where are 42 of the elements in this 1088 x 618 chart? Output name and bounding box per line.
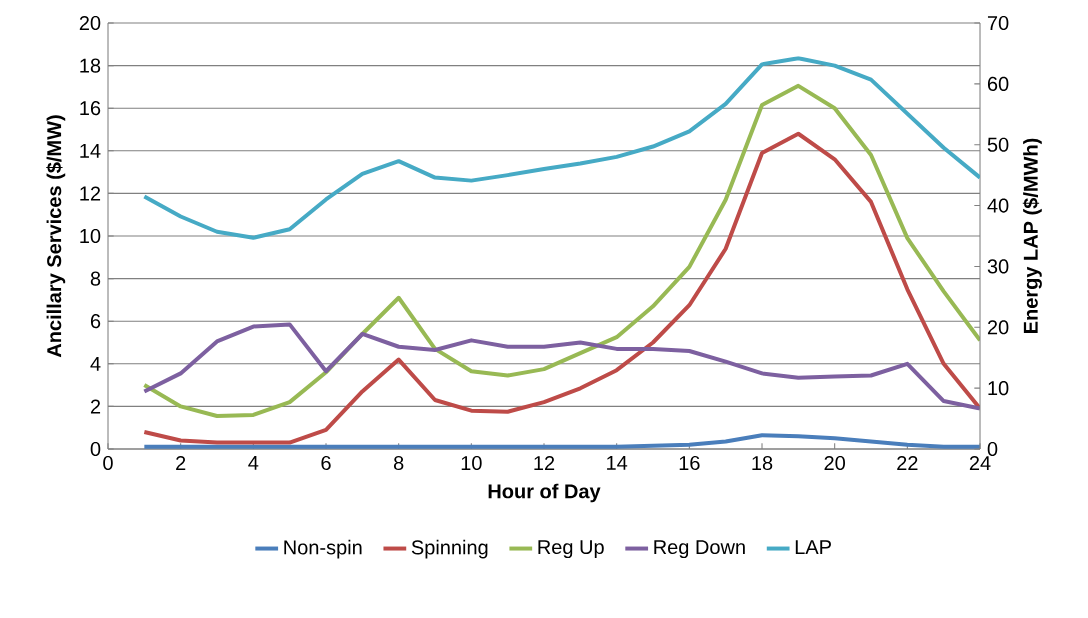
y-tick-label: 20 xyxy=(79,15,101,31)
y-tick-label: 18 xyxy=(80,58,101,73)
x-axis-title: Hour of Day xyxy=(488,483,601,503)
line-series xyxy=(142,322,981,411)
y-axis-title: Ancillary Services ($/MW) xyxy=(46,115,66,358)
y-tick-label: 8 xyxy=(90,271,101,286)
y2-tick-label: 50 xyxy=(987,137,1009,152)
y-tick-label: 12 xyxy=(80,186,101,201)
y-tick-label: 4 xyxy=(90,356,101,371)
x-tick-label: 0 xyxy=(103,455,113,471)
y-tick-label: 14 xyxy=(80,143,101,158)
y2-tick-label: 30 xyxy=(987,259,1009,274)
legend-label: Spinning xyxy=(411,539,488,559)
line-series xyxy=(142,83,981,418)
x-tick-label: 2 xyxy=(176,455,186,470)
x-tick-label: 4 xyxy=(248,455,259,470)
y-tick-label: 10 xyxy=(80,228,101,244)
y2-tick-label: 70 xyxy=(987,15,1009,31)
x-tick-label: 10 xyxy=(461,455,482,471)
y-tick-label: 6 xyxy=(90,314,101,329)
y2-axis-title: Energy LAP ($/MWh) xyxy=(1022,138,1042,333)
x-tick-label: 6 xyxy=(321,455,331,471)
legend-label: Reg Down xyxy=(654,540,745,559)
y-tick-label: 2 xyxy=(90,399,101,414)
y2-tick-label: 0 xyxy=(987,441,998,457)
y2-tick-label: 20 xyxy=(987,320,1009,335)
x-tick-label: 14 xyxy=(607,455,628,470)
legend-label: Reg Up xyxy=(538,540,604,559)
x-tick-label: 18 xyxy=(752,455,773,471)
x-tick-label: 8 xyxy=(393,455,404,471)
y2-tick-label: 10 xyxy=(988,381,1009,396)
y-tick-label: 0 xyxy=(90,441,101,457)
legend-label: LAP xyxy=(795,540,831,554)
x-tick-label: 20 xyxy=(824,455,845,471)
x-tick-label: 22 xyxy=(897,455,918,470)
y2-tick-label: 40 xyxy=(987,198,1009,213)
legend-label: Non-spin xyxy=(284,539,362,559)
x-tick-label: 12 xyxy=(534,455,555,470)
x-tick-label: 16 xyxy=(679,455,700,471)
x-tick-label: 24 xyxy=(969,455,991,470)
y2-tick-label: 60 xyxy=(987,76,1009,91)
y-tick-label: 16 xyxy=(80,101,101,116)
